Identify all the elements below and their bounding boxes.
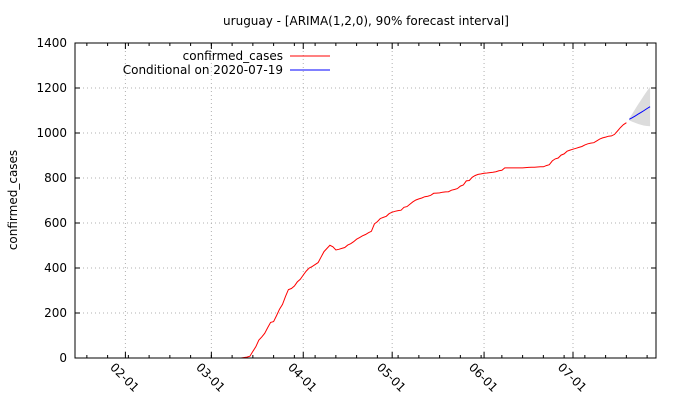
- y-tick-label: 600: [44, 216, 67, 230]
- y-tick-label: 200: [44, 306, 67, 320]
- forecast-interval-band: [629, 86, 651, 127]
- forecast-interval: [629, 86, 651, 127]
- series-lines: [240, 106, 651, 359]
- plot-frame: [74, 42, 657, 359]
- series-line-confirmed-cases: [240, 122, 627, 359]
- axes: 0 200 400 600 800 1000 1200 1400 02-01 03-01 04-01…: [36, 36, 657, 395]
- x-tick-label: 06-01: [466, 360, 501, 395]
- x-tick-label: 04-01: [285, 360, 320, 395]
- grid: [75, 43, 656, 358]
- y-tick-label: 1000: [36, 126, 67, 140]
- series-line-forecast: [629, 106, 651, 120]
- y-tick-label: 800: [44, 171, 67, 185]
- legend-label: confirmed_cases: [183, 49, 283, 63]
- y-axis-label: confirmed_cases: [6, 150, 20, 250]
- x-tick-label: 05-01: [374, 360, 409, 395]
- x-tick-label: 03-01: [193, 360, 228, 395]
- x-tick-label: 02-01: [107, 360, 142, 395]
- y-tick-label: 0: [59, 351, 67, 365]
- x-tick-label: 07-01: [555, 360, 590, 395]
- legend-label: Conditional on 2020-07-19: [123, 63, 283, 77]
- y-tick-label: 1400: [36, 36, 67, 50]
- chart-title: uruguay - [ARIMA(1,2,0), 90% forecast in…: [223, 14, 509, 28]
- y-tick-label: 400: [44, 261, 67, 275]
- y-tick-label: 1200: [36, 81, 67, 95]
